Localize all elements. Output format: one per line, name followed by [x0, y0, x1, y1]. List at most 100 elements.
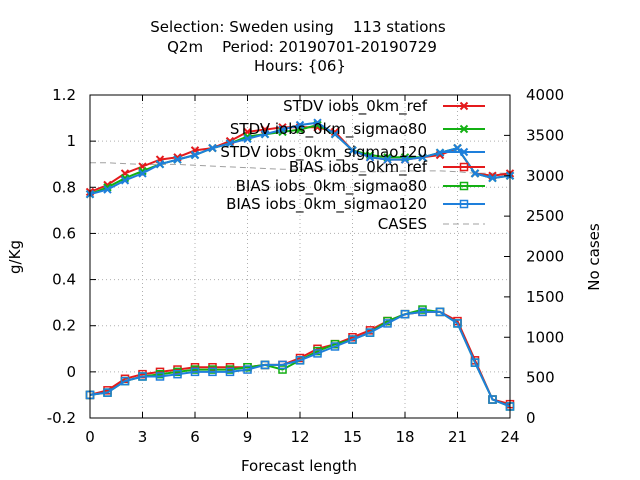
marker-stroke [225, 139, 235, 148]
data-point [313, 118, 322, 127]
marker-stroke [488, 173, 497, 183]
data-point [260, 130, 270, 139]
legend-label-1: STDV iobs_0km_sigmao80 [230, 120, 427, 139]
chart-title-line-2: Q2m Period: 20190701-20190729 [167, 38, 437, 56]
series-line [89, 310, 511, 408]
data-point [383, 155, 392, 164]
series-layer [85, 118, 515, 411]
marker-stroke [400, 155, 410, 164]
data-point [243, 365, 252, 374]
data-point [435, 307, 445, 317]
data-point [260, 360, 270, 370]
marker-stroke [278, 125, 287, 134]
marker-stroke [459, 147, 469, 157]
x-tick-label: 21 [448, 428, 467, 446]
marker-stroke [348, 146, 357, 155]
legend-marker-2 [459, 147, 469, 157]
marker-stroke [383, 155, 392, 164]
legend-label-6: CASES [378, 215, 427, 233]
y-tick-label: 1 [66, 132, 76, 150]
y2-tick-label: 2500 [526, 207, 564, 225]
legend-marker-0 [459, 101, 469, 111]
y2-tick-label: 3000 [526, 167, 564, 185]
data-point [470, 169, 480, 178]
data-point [453, 143, 462, 153]
legend-label-3: BIAS iobs_0km_ref [289, 158, 428, 177]
data-point [488, 173, 497, 183]
y2-tick-label: 1000 [526, 328, 564, 346]
data-point [383, 319, 392, 328]
y-tick-label: 0.4 [52, 271, 76, 289]
y2-tick-label: 4000 [526, 86, 564, 104]
marker-stroke [453, 143, 462, 153]
y2-tick-label: 500 [526, 369, 555, 387]
data-point [155, 372, 165, 381]
data-point [138, 372, 147, 381]
marker-stroke [435, 148, 445, 157]
y-tick-label: 0.6 [52, 224, 76, 242]
y2-tick-label: 3500 [526, 126, 564, 144]
data-point [453, 319, 462, 328]
data-point [470, 358, 480, 367]
marker-stroke [208, 143, 217, 153]
marker-stroke [155, 160, 165, 169]
data-point [173, 155, 182, 164]
x-tick-label: 12 [290, 428, 309, 446]
data-point [330, 130, 340, 139]
legend-marker-4 [459, 181, 469, 191]
marker-stroke [138, 169, 147, 178]
legend-marker-1 [459, 124, 469, 134]
data-point [435, 148, 445, 157]
data-point [348, 335, 357, 344]
data-point [365, 153, 375, 162]
data-point [208, 367, 217, 377]
x-tick-label: 0 [85, 428, 95, 446]
y2-tick-label: 1500 [526, 288, 564, 306]
x-tick-label: 6 [190, 428, 200, 446]
data-point [365, 328, 375, 337]
data-point [295, 120, 305, 130]
axis-ticks: 0 3 6 9 12 15 18 21 24 -0.2 0 0.2 0.4 0.6 0.8 1 1.2 0 500 1… [47, 86, 564, 446]
marker-stroke [470, 169, 480, 178]
x-tick-label: 9 [243, 428, 253, 446]
y-tick-label: 0.8 [52, 178, 76, 196]
x-tick-label: 24 [500, 428, 519, 446]
data-point [120, 176, 130, 185]
data-point [400, 155, 410, 164]
data-point [225, 139, 235, 148]
y-tick-label: 1.2 [52, 86, 76, 104]
data-point [138, 169, 147, 178]
y-tick-label: 0 [66, 363, 76, 381]
data-point [120, 376, 130, 386]
legend-marker-5 [459, 199, 469, 209]
marker-stroke [120, 176, 130, 185]
marker-stroke [459, 124, 469, 134]
legend-label-2: STDV iobs_0km_sigmao120 [220, 143, 427, 162]
data-point [418, 307, 427, 317]
marker-stroke [190, 150, 200, 160]
data-point [330, 342, 340, 351]
chart-title-line-1: Selection: Sweden using 113 stations [150, 18, 446, 36]
data-point [278, 360, 287, 370]
x-tick-label: 15 [343, 428, 362, 446]
marker-stroke [260, 130, 270, 139]
marker-stroke [120, 173, 130, 183]
series-2 [85, 118, 515, 199]
data-point [103, 185, 112, 194]
data-point [190, 367, 200, 377]
y-axis-label: g/Kg [6, 240, 24, 274]
data-point [278, 125, 287, 134]
marker-stroke [243, 134, 252, 144]
legend: STDV iobs_0km_ref STDV iobs_0km_sigmao80 S… [220, 97, 485, 233]
y2-tick-label: 0 [526, 409, 536, 427]
data-point [313, 349, 322, 358]
x-axis-label: Forecast length [241, 457, 357, 475]
marker-stroke [173, 155, 182, 164]
marker-stroke [103, 185, 112, 194]
marker-stroke [418, 153, 427, 162]
legend-label-5: BIAS iobs_0km_sigmao120 [226, 195, 427, 214]
data-point [348, 146, 357, 155]
legend-label-0: STDV iobs_0km_ref [283, 97, 428, 116]
data-point [190, 150, 200, 160]
